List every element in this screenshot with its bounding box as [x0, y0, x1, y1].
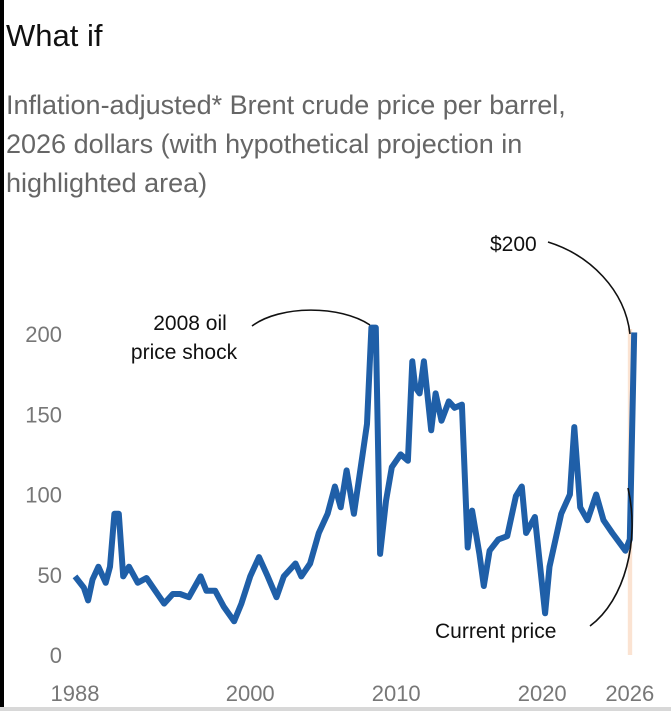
y-tick-label: 150	[25, 402, 62, 427]
x-tick-label: 2026	[605, 681, 654, 706]
x-tick-label: 2010	[372, 681, 421, 706]
chart-subtitle: Inflation-adjusted* Brent crude price pe…	[6, 90, 566, 198]
x-tick-label: 2020	[518, 681, 567, 706]
y-tick-label: 100	[25, 483, 62, 508]
left-edge-bar	[0, 0, 4, 711]
chart-title: What if	[6, 18, 103, 53]
annotation-200: $200	[490, 233, 537, 256]
x-tick-label: 1988	[51, 681, 100, 706]
annotation-2008-line2: price shock	[131, 341, 238, 364]
y-tick-label: 0	[50, 643, 62, 668]
annotation-current-connector	[589, 487, 633, 627]
footer-bar	[0, 707, 671, 711]
x-tick-label: 2000	[226, 681, 275, 706]
y-tick-label: 50	[38, 563, 62, 588]
annotation-200-connector	[547, 241, 631, 335]
annotation-2008-line1: 2008 oil	[153, 312, 227, 335]
annotation-2008-connector	[251, 309, 371, 327]
price-line	[72, 324, 638, 625]
annotation-current-price: Current price	[435, 620, 556, 643]
y-tick-label: 200	[25, 322, 62, 347]
